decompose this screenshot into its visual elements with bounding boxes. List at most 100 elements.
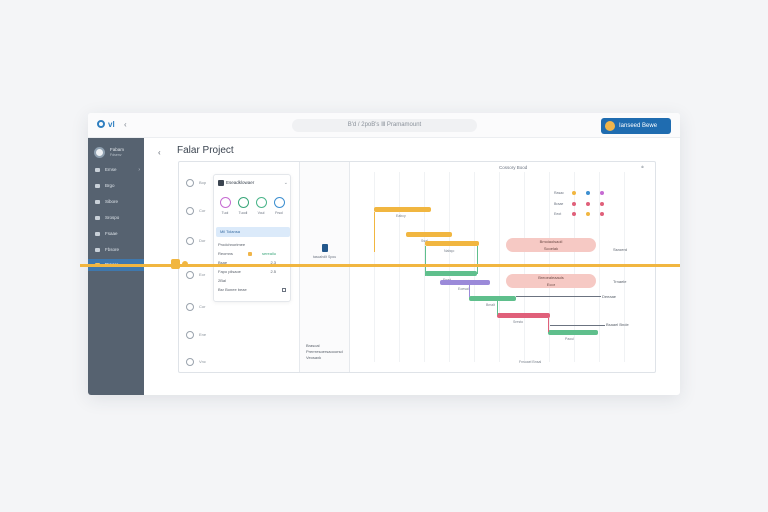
row-label: Fapo pilsaoe [218,269,241,274]
grid-line [624,172,625,362]
legend-dot [586,202,590,206]
share-button[interactable]: Ianseed Bewe [601,118,671,134]
sidebar-item-label: Emse [105,167,117,172]
note-text: Deeaae [602,294,617,299]
today-marker-icon[interactable] [171,259,180,269]
app-logo[interactable]: vl [97,120,115,129]
sidebar-item-1[interactable]: Emse › [88,164,144,176]
image-icon [186,331,194,339]
card-row[interactable]: Bsr Bonee beae [218,286,288,294]
gantt-bar[interactable] [469,296,516,301]
sidebar-item-label: Sibore [105,199,119,204]
users-icon [95,248,100,252]
sidebar-item-label: Srospo [105,215,120,220]
card-row[interactable]: 2Bal [218,277,288,285]
rail-item[interactable]: Vnc [183,357,209,367]
footer-text: Prerrresoersaooorsd [306,349,343,354]
milestone-pill[interactable]: Bmoiaolsaoil Scoelak [506,238,596,252]
today-dot-icon [182,261,188,267]
legend-dot [586,191,590,195]
status-icon[interactable] [256,197,267,208]
sidebar-item-label: Fsaae [105,231,118,236]
sidebar-user[interactable]: Fabam Fdsenv [94,146,140,160]
back-arrow-icon[interactable]: ‹ [124,120,127,129]
dependency-line [374,212,375,252]
gantt-bar[interactable] [425,271,477,276]
status-label: Frsol [275,211,283,215]
bar-label: Paoul [565,337,574,341]
row-value: sereallu [261,251,276,256]
status-label: Tuodl [238,211,248,215]
legend-row: Rasac [554,191,644,197]
sidebar-item-4[interactable]: Srospo [88,212,144,224]
gantt-bar[interactable] [440,280,490,285]
card-row[interactable]: Reomns sereallu [218,250,288,258]
page-title: Falar Project [177,145,234,156]
user-avatar [94,147,105,158]
gantt-title: Cossory Bood [499,165,528,170]
rail-item[interactable]: Bop [183,178,209,188]
grid-line [424,172,425,362]
status-label: Voul [257,211,265,215]
gantt-bar[interactable] [497,313,550,318]
card-header[interactable]: Eseadklowaer ⌄ [218,179,288,187]
task-icon [218,180,224,186]
top-bar: vl ‹ B'd / 2poB's Ⅲ Pramamount Ianseed B… [88,113,680,138]
gantt-bar[interactable] [425,241,479,246]
note-text: Bsaael Bnde [606,322,629,327]
close-icon[interactable]: ⊗ [641,165,644,169]
rail-item[interactable]: Cor [183,206,209,216]
row-value: 2.5 [270,269,276,274]
share-button-label: Ianseed Bewe [619,123,658,129]
pill-sub: Scoelak [543,246,559,251]
dependency-line [497,301,498,315]
sidebar-item-5[interactable]: Fsaae [88,228,144,240]
rail-item[interactable]: Ene [183,330,209,340]
milestone-pill[interactable]: Breoealeaauls Ecor [506,274,596,288]
rail-label: Vnc [199,359,206,364]
page-back-icon[interactable]: ‹ [158,148,161,157]
rail-label: Bop [199,180,207,185]
checkbox[interactable] [282,288,286,292]
arrow-line [550,325,605,326]
status-icon[interactable] [274,197,285,208]
card-row[interactable]: Fapo pilsaoe 2.5 [218,268,288,276]
chevron-down-icon[interactable]: ⌄ [283,180,288,186]
sidebar-item-6[interactable]: Fbsore [88,244,144,256]
task-detail-card: Eseadklowaer ⌄ Tuol Tuodl Voul Frsol Mil … [213,174,291,302]
rail-item[interactable]: Dor [183,236,209,246]
sidebar-item-3[interactable]: Sibore [88,196,144,208]
status-icon[interactable] [220,197,231,208]
rail-label: Cor [199,208,206,213]
pin-icon[interactable] [322,244,328,252]
menu-icon [95,168,100,172]
link-icon [186,207,194,215]
note-text: Trnaele [613,279,627,284]
avatar [605,121,615,131]
gantt-bar[interactable] [406,232,452,237]
sidebar-item-2[interactable]: Brgo [88,180,144,192]
rail-label: Cor [199,304,206,309]
footer-text: Brasoal [306,343,320,348]
footer-text: Veosaxk [306,355,322,360]
clock-icon [186,303,194,311]
row-label: 2Bal [218,278,227,283]
gantt-bar[interactable] [548,330,598,335]
logo-text: vl [108,120,115,129]
status-icon[interactable] [238,197,249,208]
gantt-bar[interactable] [374,207,431,212]
tag-icon [186,237,194,245]
sidebar-item-label: Brgo [105,183,115,188]
row-value: 2.3 [270,260,276,265]
legend-label: Eeot [554,212,562,216]
pin-caption: tascahdlt Spou [313,255,337,259]
selected-option[interactable]: Mil Tolansa [216,227,290,237]
search-input[interactable]: B'd / 2poB's Ⅲ Pramamount [292,119,477,132]
rail-item[interactable]: Cor [183,302,209,312]
row-label: Bsae [218,260,228,265]
clock-icon [186,179,194,187]
card-row[interactable]: Bsae 2.3 [218,259,288,267]
rail-item[interactable]: Eor [183,270,209,280]
card-row[interactable]: Prodchnorimee [218,241,288,249]
grid-line [474,172,475,362]
